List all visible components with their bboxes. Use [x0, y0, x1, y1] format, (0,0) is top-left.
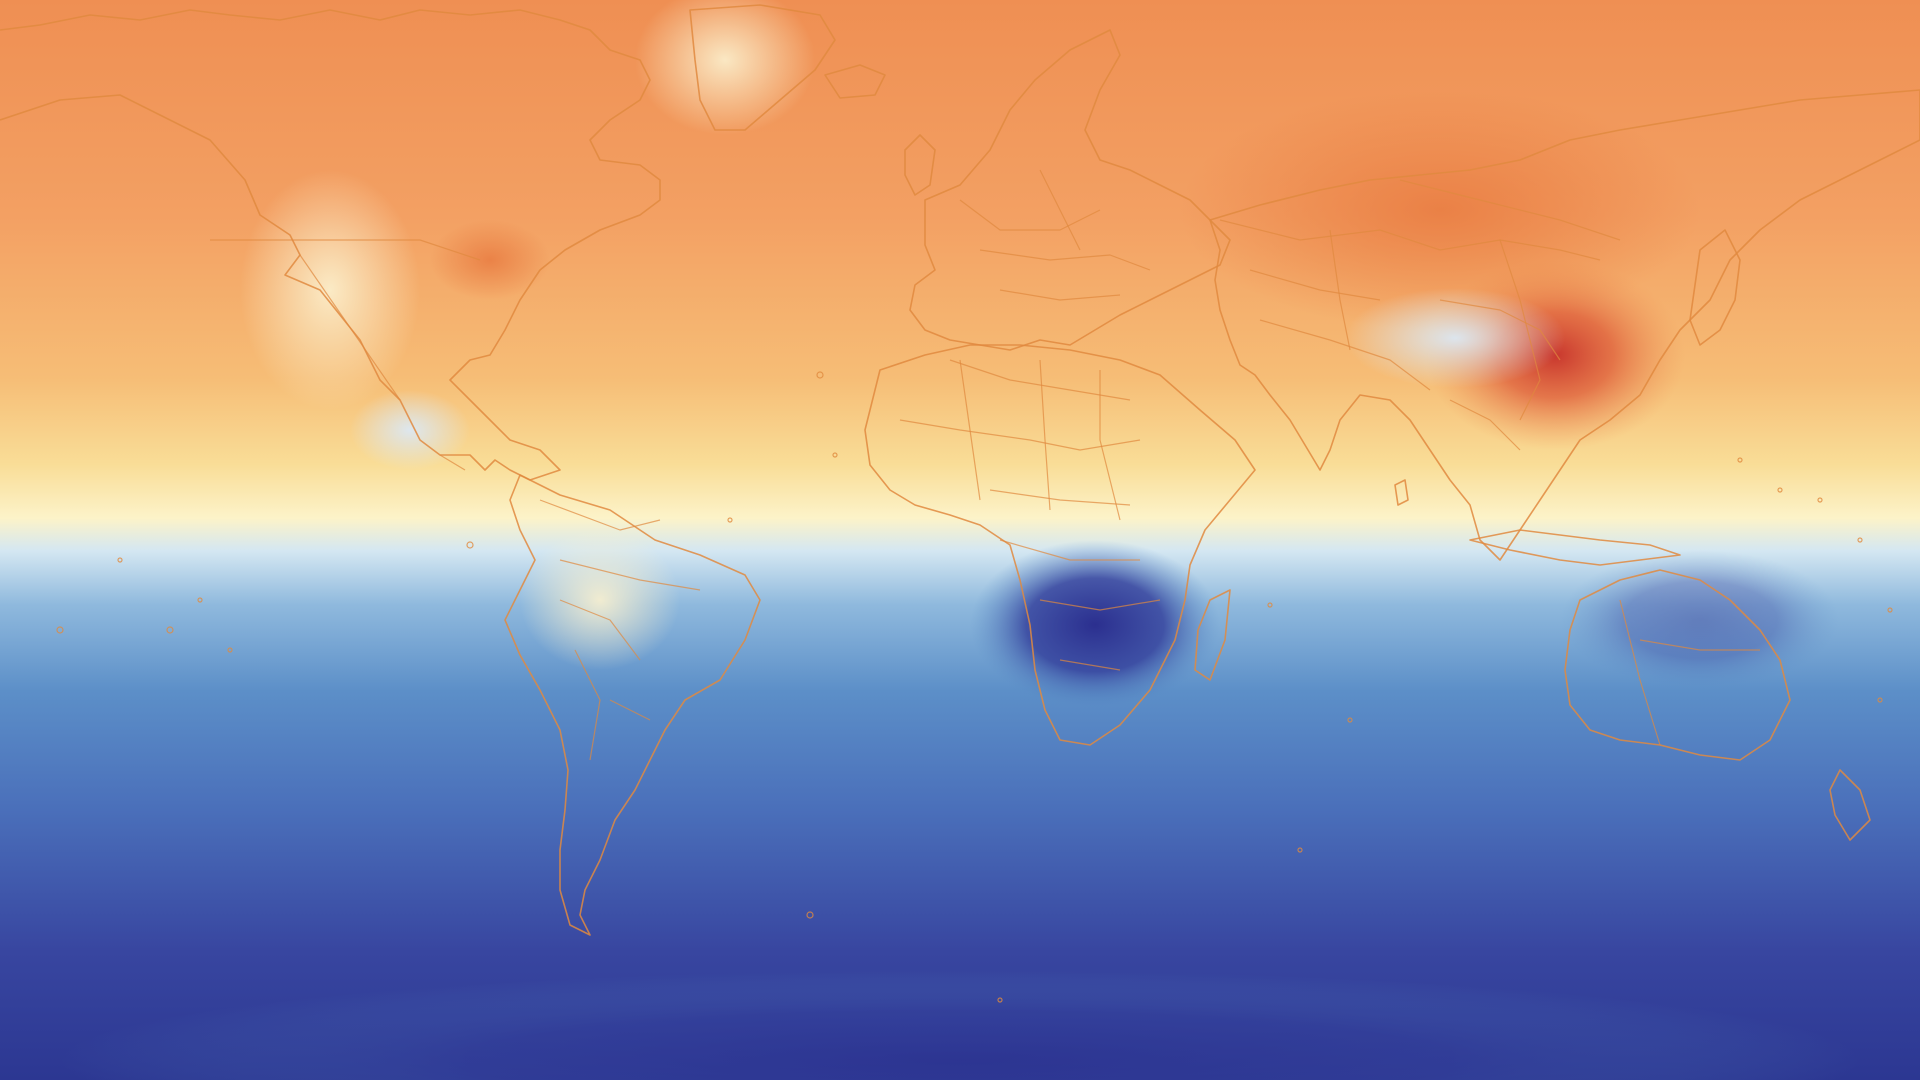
south-america-outline	[504, 474, 761, 936]
mexico-pale-region	[350, 390, 470, 470]
coastlines	[0, 4, 1920, 936]
greenland-outline	[689, 4, 836, 131]
madagascar-outline	[1194, 589, 1231, 681]
north-america-pale-region	[240, 170, 420, 410]
new-zealand-outline	[1829, 769, 1871, 841]
iceland-outline	[824, 64, 886, 99]
asia-orange-region	[1180, 90, 1700, 330]
indonesia-outline	[1469, 529, 1681, 566]
asia-outline	[1209, 89, 1920, 561]
country-borders	[210, 169, 1760, 761]
australia-cool-region	[1560, 550, 1840, 690]
greenland-pale-region	[635, 0, 815, 135]
us-east-orange-region	[430, 220, 550, 300]
australia-outline	[1564, 569, 1791, 761]
sri-lanka-outline	[1394, 479, 1409, 506]
islands	[56, 371, 1893, 1003]
europe-outline	[909, 29, 1231, 351]
japan-outline	[1689, 229, 1741, 346]
north-america-outline	[0, 9, 661, 481]
antarctic-cool-band	[60, 970, 1860, 1080]
africa-outline	[864, 344, 1256, 746]
uk-outline	[904, 134, 936, 196]
andes-pale-region	[520, 530, 680, 670]
southern-africa-coldspot	[970, 540, 1220, 710]
tibet-pale-region	[1345, 288, 1565, 388]
